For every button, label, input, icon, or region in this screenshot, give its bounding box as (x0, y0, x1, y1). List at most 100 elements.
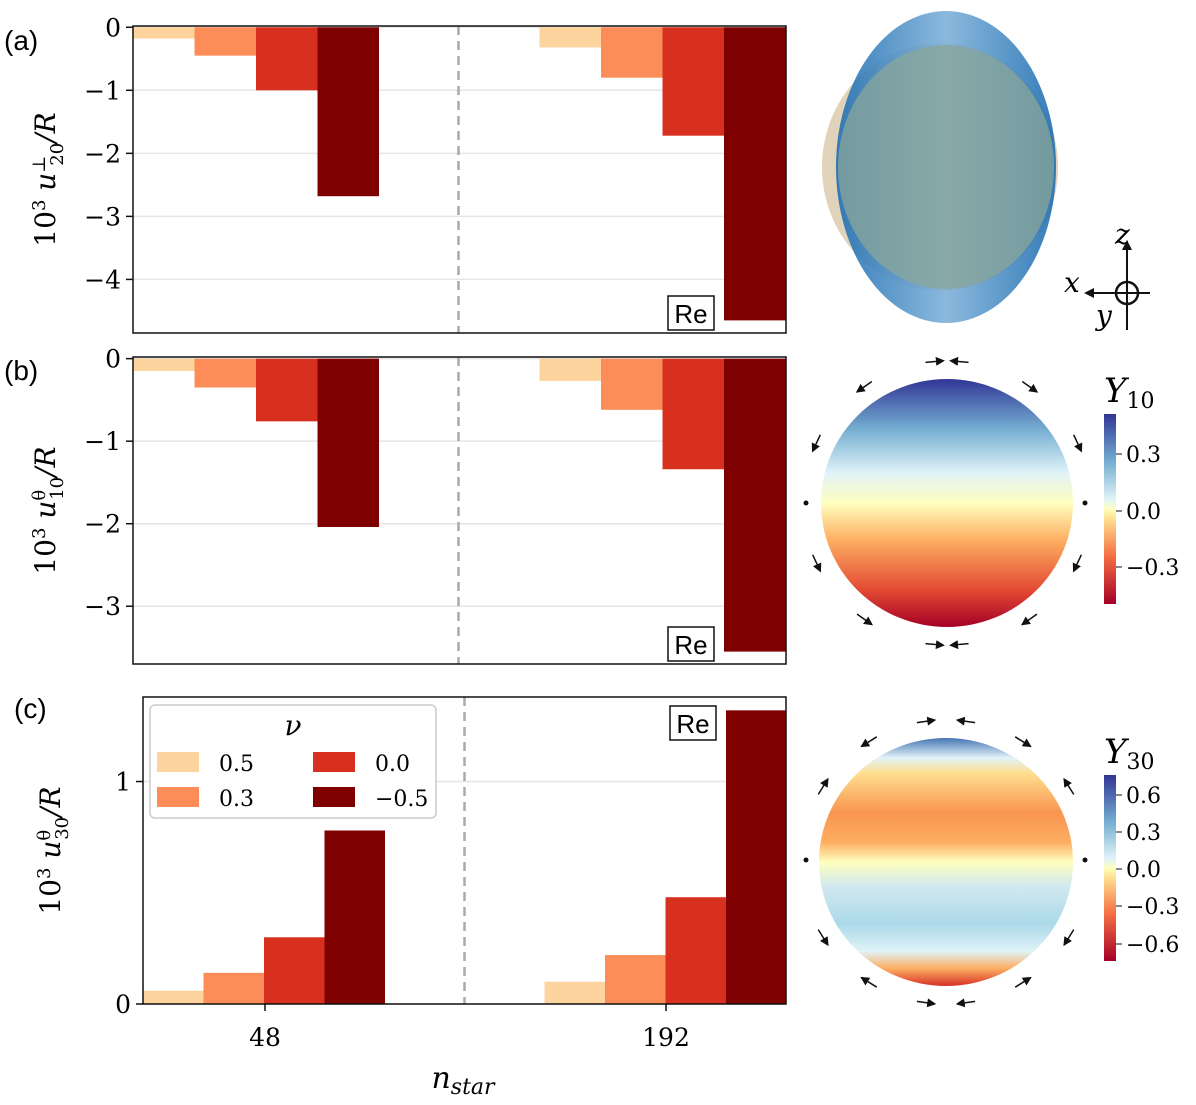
flow-arrow (1020, 613, 1038, 626)
bar (256, 27, 318, 91)
bar (133, 358, 195, 372)
flow-arrow (955, 716, 976, 726)
surface-flow-arrows (817, 716, 1075, 1008)
legend-swatch (157, 787, 199, 807)
equator-dot (803, 857, 809, 863)
y-tick-label: −3 (84, 202, 121, 231)
y-tick-label: −1 (84, 427, 121, 456)
axes-triad: z x y (1064, 218, 1150, 332)
flow-arrow (1072, 554, 1082, 573)
bar (317, 358, 379, 528)
bar (194, 27, 256, 56)
legend-title: ν (284, 709, 301, 742)
re-tag-box (669, 705, 717, 741)
colorbar-tick: −0.3 (1126, 556, 1179, 581)
flow-arrow (955, 998, 976, 1008)
bar (539, 27, 601, 48)
y-axis-label: 103 uθ10/R (29, 446, 68, 574)
flow-arrow (925, 356, 945, 366)
flow-arrow (1063, 777, 1075, 795)
legend-frame (149, 704, 437, 819)
flow-arrow (812, 554, 822, 573)
bar (133, 27, 195, 39)
flow-arrow (1014, 736, 1032, 748)
y-tick-label: 0 (115, 990, 131, 1019)
overlap-region (838, 45, 1054, 289)
y-axis-label: 103 u⊥20/R (29, 112, 68, 246)
colorbar-tick: 0.0 (1126, 500, 1161, 525)
y-tick-label: −1 (84, 76, 121, 105)
flow-arrow (1014, 976, 1032, 988)
bar (203, 972, 264, 1004)
bar (194, 358, 256, 388)
bar (317, 27, 379, 197)
colorbar-y30-title: Y30 (1104, 732, 1154, 775)
y-tick-label: 0 (105, 345, 121, 374)
colorbar-y30: Y30 0.6 0.3 0.0 −0.3 −0.6 (1104, 732, 1179, 961)
bar (724, 358, 786, 652)
panel-label: (a) (4, 25, 38, 56)
z-axis-label: z (1114, 218, 1130, 251)
surface-flow-arrows (811, 356, 1083, 650)
bar (539, 358, 601, 381)
colorbar-tick: 0.3 (1126, 821, 1161, 846)
bar-charts: 0 −1 −2 −3 −4 (a) 103 u⊥20/R Re 0 −1 −2 −3 (b) 103 uθ… (4, 13, 1088, 1100)
colorbar-tick: 0.0 (1126, 858, 1161, 883)
flow-arrow (949, 356, 969, 366)
bar-panel-3: 0 1 (c) 103 uθ30/R Re 48 192 nstar ν 0.5 0.3 0.0 −0.… (14, 693, 787, 1100)
colorbar-tick: −0.6 (1126, 933, 1179, 958)
y-tick-label: 1 (115, 768, 131, 797)
legend-swatch (157, 752, 199, 772)
flow-arrow (860, 976, 878, 988)
legend-swatch (313, 752, 355, 772)
bar (665, 897, 726, 1004)
legend-swatch (313, 787, 355, 807)
bar (724, 27, 786, 321)
x-axis-label: x (1064, 266, 1080, 299)
y-tick-label: 0 (105, 13, 121, 42)
flow-arrow (916, 998, 937, 1008)
flow-arrow (856, 613, 874, 626)
y-tick-label: −4 (84, 265, 121, 294)
bar (662, 27, 724, 136)
bar (601, 27, 663, 78)
flow-arrow (1073, 434, 1083, 453)
y10-sphere (811, 356, 1083, 650)
legend: ν 0.5 0.3 0.0 −0.5 (149, 704, 437, 819)
bar-panel-1: 0 −1 −2 −3 −4 (a) 103 u⊥20/R Re (4, 13, 787, 334)
y-axis-label: y (1094, 299, 1113, 332)
colorbar-tick: −0.3 (1126, 895, 1179, 920)
re-tag: Re (674, 630, 707, 660)
x-tick-label: 192 (642, 1023, 690, 1052)
bar-panel-2: 0 −1 −2 −3 (b) 103 uθ10/R Re (4, 345, 787, 665)
plot-frame (142, 696, 787, 1005)
colorbar-tick: 0.6 (1126, 784, 1161, 809)
colorbar-y10: Y10 0.3 0.0 −0.3 (1104, 371, 1179, 604)
y-tick-label: −2 (84, 139, 121, 168)
flow-arrow (817, 929, 829, 947)
legend-label: −0.5 (375, 787, 428, 812)
re-tag: Re (674, 299, 707, 329)
y-tick-label: −2 (84, 510, 121, 539)
legend-label: 0.3 (219, 787, 254, 812)
legend-label: 0.0 (375, 752, 410, 777)
bar (601, 358, 663, 410)
x-axis-label: nstar (431, 1061, 496, 1100)
colorbar-y10-title: Y10 (1104, 371, 1154, 414)
re-tag-box (667, 626, 715, 662)
flow-arrow (860, 736, 878, 748)
equator-dot (1082, 500, 1088, 506)
flow-arrow (855, 380, 873, 393)
y-axis-label: 103 uθ30/R (34, 786, 73, 914)
flow-arrow (925, 640, 945, 650)
colorbar-tick: 0.3 (1126, 443, 1161, 468)
bar (264, 937, 325, 1004)
bar (143, 990, 204, 1004)
legend-label: 0.5 (219, 752, 254, 777)
re-tag-box (667, 295, 715, 331)
bar (662, 358, 724, 470)
plot-frame (132, 356, 787, 665)
flow-arrow (916, 716, 937, 726)
panel-label: (b) (4, 355, 38, 386)
